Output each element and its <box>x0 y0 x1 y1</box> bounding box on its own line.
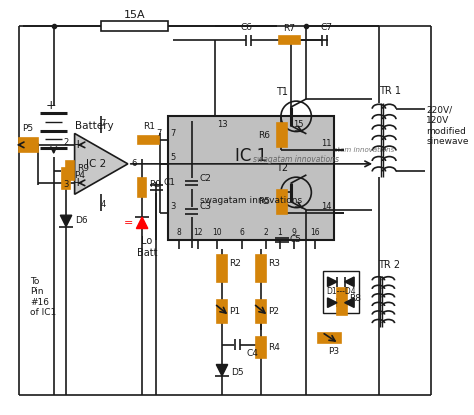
Text: D6: D6 <box>75 216 88 225</box>
Polygon shape <box>60 215 72 227</box>
Text: Lo
Batt: Lo Batt <box>137 236 157 258</box>
Bar <box>256 337 266 358</box>
Text: C1: C1 <box>164 178 176 188</box>
Text: 6: 6 <box>239 228 245 237</box>
Bar <box>168 116 334 240</box>
Text: R7: R7 <box>283 24 295 33</box>
Bar <box>323 271 359 313</box>
Text: 10: 10 <box>212 228 222 237</box>
Text: R5: R5 <box>258 198 271 206</box>
Text: 7: 7 <box>156 129 162 138</box>
Text: P1: P1 <box>229 307 241 316</box>
Text: 1: 1 <box>278 228 283 237</box>
Text: +: + <box>46 99 56 112</box>
Polygon shape <box>345 298 354 308</box>
Polygon shape <box>328 298 337 308</box>
Text: 15: 15 <box>293 120 304 129</box>
Text: 220V/
120V
modified
sinewave: 220V/ 120V modified sinewave <box>427 106 469 146</box>
Text: T2: T2 <box>276 164 288 173</box>
Text: 7: 7 <box>100 119 106 128</box>
Text: swagatam innovations: swagatam innovations <box>253 155 339 164</box>
Text: 12: 12 <box>193 228 203 237</box>
Text: +: + <box>72 138 83 151</box>
Bar <box>337 288 346 315</box>
Text: R2: R2 <box>229 259 241 268</box>
Text: C7: C7 <box>320 23 333 32</box>
Bar <box>62 168 70 188</box>
Bar <box>256 255 266 282</box>
Bar <box>318 333 341 343</box>
Text: R6: R6 <box>258 131 271 140</box>
Text: 15A: 15A <box>124 10 146 20</box>
Text: 14: 14 <box>321 203 331 211</box>
Bar <box>18 138 37 151</box>
Text: T1: T1 <box>276 87 288 97</box>
Text: 2: 2 <box>264 228 268 237</box>
Text: 16: 16 <box>310 228 320 237</box>
Text: 8: 8 <box>177 228 182 237</box>
Text: To
Pin
#16
of IC1: To Pin #16 of IC1 <box>30 277 56 317</box>
Text: R9: R9 <box>77 164 90 173</box>
Text: C4: C4 <box>246 349 259 358</box>
Bar <box>277 123 287 147</box>
Text: C6: C6 <box>241 23 253 32</box>
Text: 3: 3 <box>64 180 69 189</box>
Text: 4: 4 <box>100 200 106 209</box>
Text: IC 1: IC 1 <box>235 147 267 165</box>
Polygon shape <box>345 277 354 286</box>
Text: 7: 7 <box>171 129 176 138</box>
Text: R9: R9 <box>149 180 161 189</box>
Text: C2: C2 <box>199 173 211 183</box>
Text: 5: 5 <box>171 153 176 162</box>
Text: swagatam innovations: swagatam innovations <box>200 196 302 205</box>
Bar <box>101 21 168 31</box>
Bar <box>65 161 74 180</box>
Text: D5: D5 <box>231 368 244 376</box>
Text: C3: C3 <box>199 202 211 211</box>
Bar <box>138 136 159 144</box>
Text: swagatam innovations: swagatam innovations <box>315 146 394 153</box>
Polygon shape <box>74 134 128 194</box>
Bar <box>279 37 300 44</box>
Polygon shape <box>137 217 148 229</box>
Text: IC 2: IC 2 <box>86 159 107 169</box>
Text: R1: R1 <box>143 122 155 131</box>
Bar <box>256 300 266 322</box>
Text: TR 2: TR 2 <box>378 260 401 270</box>
Text: P5: P5 <box>22 124 34 134</box>
Text: C5: C5 <box>290 235 301 244</box>
Bar <box>217 255 227 282</box>
Text: 11: 11 <box>321 139 331 148</box>
Text: D1---D4: D1---D4 <box>326 287 356 296</box>
Text: 2: 2 <box>64 139 69 147</box>
Bar <box>217 300 227 322</box>
Bar <box>138 178 146 197</box>
Text: TR 1: TR 1 <box>379 86 401 96</box>
Text: P4: P4 <box>73 171 85 180</box>
Text: +: + <box>72 176 83 189</box>
Polygon shape <box>216 364 228 376</box>
Text: R8: R8 <box>349 294 361 303</box>
Text: 6: 6 <box>132 159 137 168</box>
Text: P3: P3 <box>328 347 340 356</box>
Bar <box>277 190 287 214</box>
Text: P2: P2 <box>269 307 280 316</box>
Text: 9: 9 <box>292 228 297 237</box>
Polygon shape <box>328 277 337 286</box>
Text: 3: 3 <box>171 203 176 211</box>
Text: Battery: Battery <box>74 121 113 131</box>
Text: R4: R4 <box>269 343 281 352</box>
Text: 13: 13 <box>217 120 228 129</box>
Text: =: = <box>124 218 134 228</box>
Text: R3: R3 <box>269 259 281 268</box>
